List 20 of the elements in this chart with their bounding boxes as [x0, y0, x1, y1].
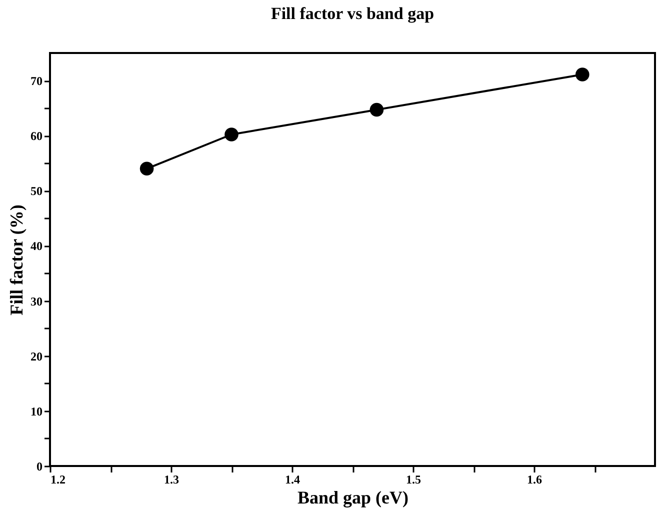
x-tick-label: 1.4 — [285, 472, 300, 486]
y-tick-label: 0 — [36, 460, 42, 474]
y-tick-label: 50 — [30, 184, 42, 198]
y-tick-label: 30 — [30, 294, 42, 308]
chart-title: Fill factor vs band gap — [270, 4, 434, 23]
x-tick-label: 1.6 — [527, 472, 542, 486]
point — [576, 68, 590, 82]
x-tick-label: 1.3 — [164, 472, 179, 486]
point — [224, 128, 238, 142]
y-tick-label: 70 — [30, 74, 42, 88]
point — [140, 162, 154, 176]
x-axis-title: Band gap (eV) — [297, 488, 409, 508]
x-tick-label: 1.2 — [50, 472, 66, 486]
y-tick-label: 20 — [30, 349, 42, 364]
x-tick-label: 1.5 — [406, 472, 421, 486]
y-axis-title: Fill factor (%) — [6, 204, 26, 316]
point — [370, 102, 384, 117]
y-tick-label: 10 — [30, 404, 42, 418]
y-tick-label: 60 — [30, 129, 42, 144]
y-tick-label: 40 — [30, 239, 42, 254]
